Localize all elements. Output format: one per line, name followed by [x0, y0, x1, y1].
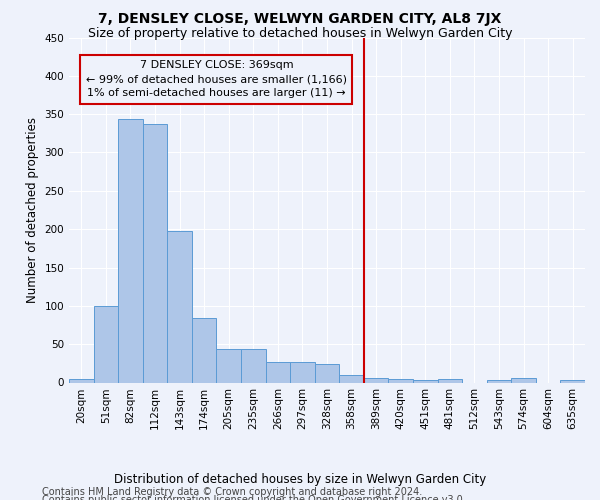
Text: 7, DENSLEY CLOSE, WELWYN GARDEN CITY, AL8 7JX: 7, DENSLEY CLOSE, WELWYN GARDEN CITY, AL…: [98, 12, 502, 26]
Bar: [487, 380, 511, 382]
Bar: [69, 378, 94, 382]
Bar: [192, 318, 217, 382]
Bar: [94, 306, 118, 382]
Bar: [511, 378, 536, 382]
Text: Size of property relative to detached houses in Welwyn Garden City: Size of property relative to detached ho…: [88, 28, 512, 40]
Bar: [241, 349, 266, 382]
Bar: [167, 232, 192, 382]
Bar: [437, 378, 462, 382]
Bar: [217, 349, 241, 382]
Y-axis label: Number of detached properties: Number of detached properties: [26, 117, 39, 303]
Text: 7 DENSLEY CLOSE: 369sqm
← 99% of detached houses are smaller (1,166)
1% of semi-: 7 DENSLEY CLOSE: 369sqm ← 99% of detache…: [86, 60, 347, 98]
Bar: [560, 380, 585, 382]
Bar: [388, 378, 413, 382]
Text: Contains HM Land Registry data © Crown copyright and database right 2024.: Contains HM Land Registry data © Crown c…: [42, 487, 422, 497]
Bar: [413, 380, 437, 382]
Bar: [339, 375, 364, 382]
Text: Distribution of detached houses by size in Welwyn Garden City: Distribution of detached houses by size …: [114, 472, 486, 486]
Bar: [266, 362, 290, 382]
Bar: [118, 119, 143, 382]
Bar: [315, 364, 339, 382]
Bar: [143, 124, 167, 382]
Bar: [290, 362, 315, 382]
Text: Contains public sector information licensed under the Open Government Licence v3: Contains public sector information licen…: [42, 495, 466, 500]
Bar: [364, 378, 388, 382]
